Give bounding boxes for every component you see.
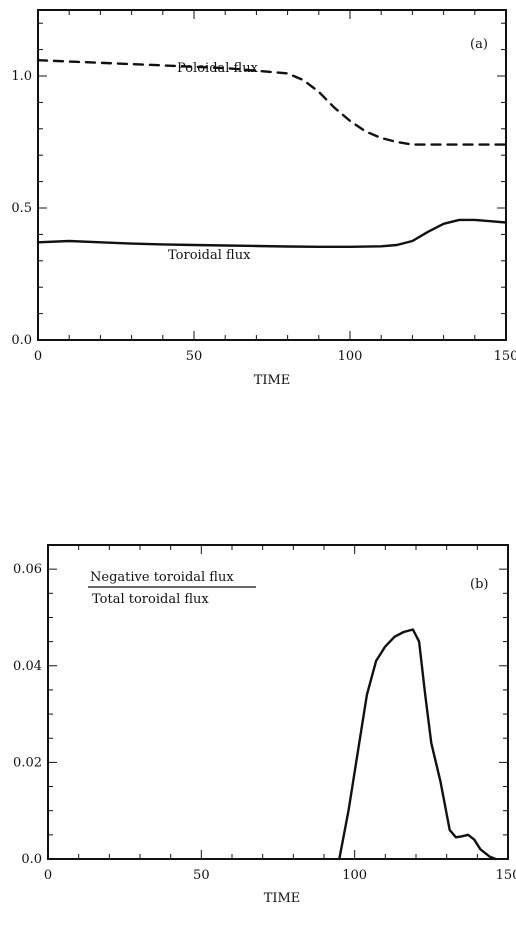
panel-b-ticks: [47, 544, 509, 860]
panel-a-label: (a): [470, 37, 488, 52]
y-tick-label: 0.0: [11, 333, 32, 348]
y-tick-label: 0.0: [21, 852, 42, 867]
panel-b-frame: [47, 544, 509, 860]
y-tick-label: 0.5: [11, 201, 32, 216]
panel-b: 0 50 100 150 0.0 0.02 0.04 0.06 (b) Negative to…: [13, 544, 516, 906]
x-tick-label: 0: [44, 868, 52, 883]
panel-b-curves: [338, 628, 497, 861]
ratio-denominator: Total toroidal flux: [92, 592, 209, 607]
series-line-2: [36, 218, 508, 248]
x-tick-label: 150: [494, 349, 516, 364]
series-line-1: [338, 628, 497, 861]
panel-b-label: (b): [470, 577, 488, 592]
panel-b-x-axis-title: TIME: [264, 891, 301, 906]
y-tick-label: 0.02: [13, 755, 42, 770]
panel-a-ticks: [37, 10, 507, 341]
toroidal-flux-label: Toroidal flux: [168, 248, 251, 263]
panel-b-tick-labels: 0 50 100 150 0.0 0.02 0.04 0.06: [13, 562, 516, 883]
series-line-1: [36, 59, 508, 146]
panel-a-x-axis-title: TIME: [254, 373, 291, 388]
y-tick-label: 1.0: [11, 69, 32, 84]
panel-a-frame: [37, 9, 507, 341]
ratio-numerator: Negative toroidal flux: [90, 570, 234, 585]
panel-a-tick-labels: 0 50 100 150 0.0 0.5 1.0: [11, 69, 516, 364]
x-tick-label: 50: [193, 868, 210, 883]
y-tick-label: 0.04: [13, 659, 42, 674]
poloidal-flux-label: Poloidal flux: [177, 61, 259, 76]
x-tick-label: 100: [338, 349, 363, 364]
x-tick-label: 100: [342, 868, 367, 883]
y-tick-label: 0.06: [13, 562, 42, 577]
x-tick-label: 150: [496, 868, 516, 883]
panel-a-curves: [36, 59, 508, 248]
x-tick-label: 50: [186, 349, 203, 364]
panel-a: 0 50 100 150 0.0 0.5 1.0 (a) Poloidal flux Tor…: [11, 9, 516, 388]
x-tick-label: 0: [34, 349, 42, 364]
